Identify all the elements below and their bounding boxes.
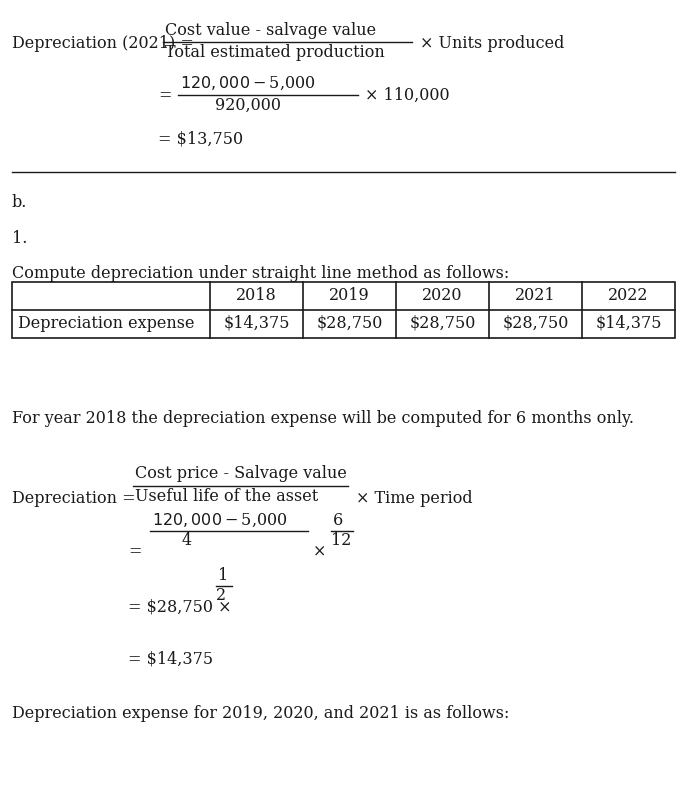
Text: = $28,750 ×: = $28,750 × [128, 598, 231, 615]
Text: $28,750: $28,750 [502, 315, 569, 332]
Text: $120,000 - $5,000: $120,000 - $5,000 [180, 75, 316, 92]
Text: = $13,750: = $13,750 [158, 130, 243, 147]
Text: $120,000 - $5,000: $120,000 - $5,000 [152, 512, 288, 529]
Text: $28,750: $28,750 [409, 315, 475, 332]
Text: 6: 6 [333, 512, 343, 529]
Text: b.: b. [12, 194, 28, 211]
Text: × Time period: × Time period [356, 490, 473, 507]
Text: Depreciation =: Depreciation = [12, 490, 136, 507]
Text: × 110,000: × 110,000 [365, 87, 450, 104]
Text: =: = [158, 87, 171, 104]
Text: $28,750: $28,750 [316, 315, 383, 332]
Text: 12: 12 [331, 532, 352, 549]
Text: For year 2018 the depreciation expense will be computed for 6 months only.: For year 2018 the depreciation expense w… [12, 410, 634, 427]
Text: Depreciation (2021) =: Depreciation (2021) = [12, 35, 194, 52]
Text: 2021: 2021 [515, 287, 556, 304]
Text: Cost price - Salvage value: Cost price - Salvage value [135, 465, 347, 482]
Text: 1: 1 [218, 567, 228, 584]
Text: Compute depreciation under straight line method as follows:: Compute depreciation under straight line… [12, 265, 509, 282]
Text: 2020: 2020 [422, 287, 463, 304]
Text: =: = [128, 543, 142, 560]
Bar [12, 282, 675, 338]
Text: 920,000: 920,000 [215, 97, 281, 114]
Text: 1.: 1. [12, 230, 28, 247]
Text: ×: × [313, 543, 326, 560]
Text: 2022: 2022 [608, 287, 649, 304]
Text: 2019: 2019 [329, 287, 370, 304]
Text: $14,375: $14,375 [223, 315, 290, 332]
Text: Useful life of the asset: Useful life of the asset [135, 488, 319, 505]
Text: Total estimated production: Total estimated production [165, 44, 385, 61]
Text: 4: 4 [182, 532, 192, 549]
Text: $14,375: $14,375 [595, 315, 662, 332]
Text: Depreciation expense for 2019, 2020, and 2021 is as follows:: Depreciation expense for 2019, 2020, and… [12, 705, 509, 722]
Text: × Units produced: × Units produced [420, 35, 564, 52]
Text: Depreciation expense: Depreciation expense [18, 315, 195, 332]
Text: 2018: 2018 [236, 287, 277, 304]
Text: 2: 2 [216, 587, 226, 604]
Text: = $14,375: = $14,375 [128, 650, 213, 667]
Text: Cost value - salvage value: Cost value - salvage value [165, 22, 376, 39]
